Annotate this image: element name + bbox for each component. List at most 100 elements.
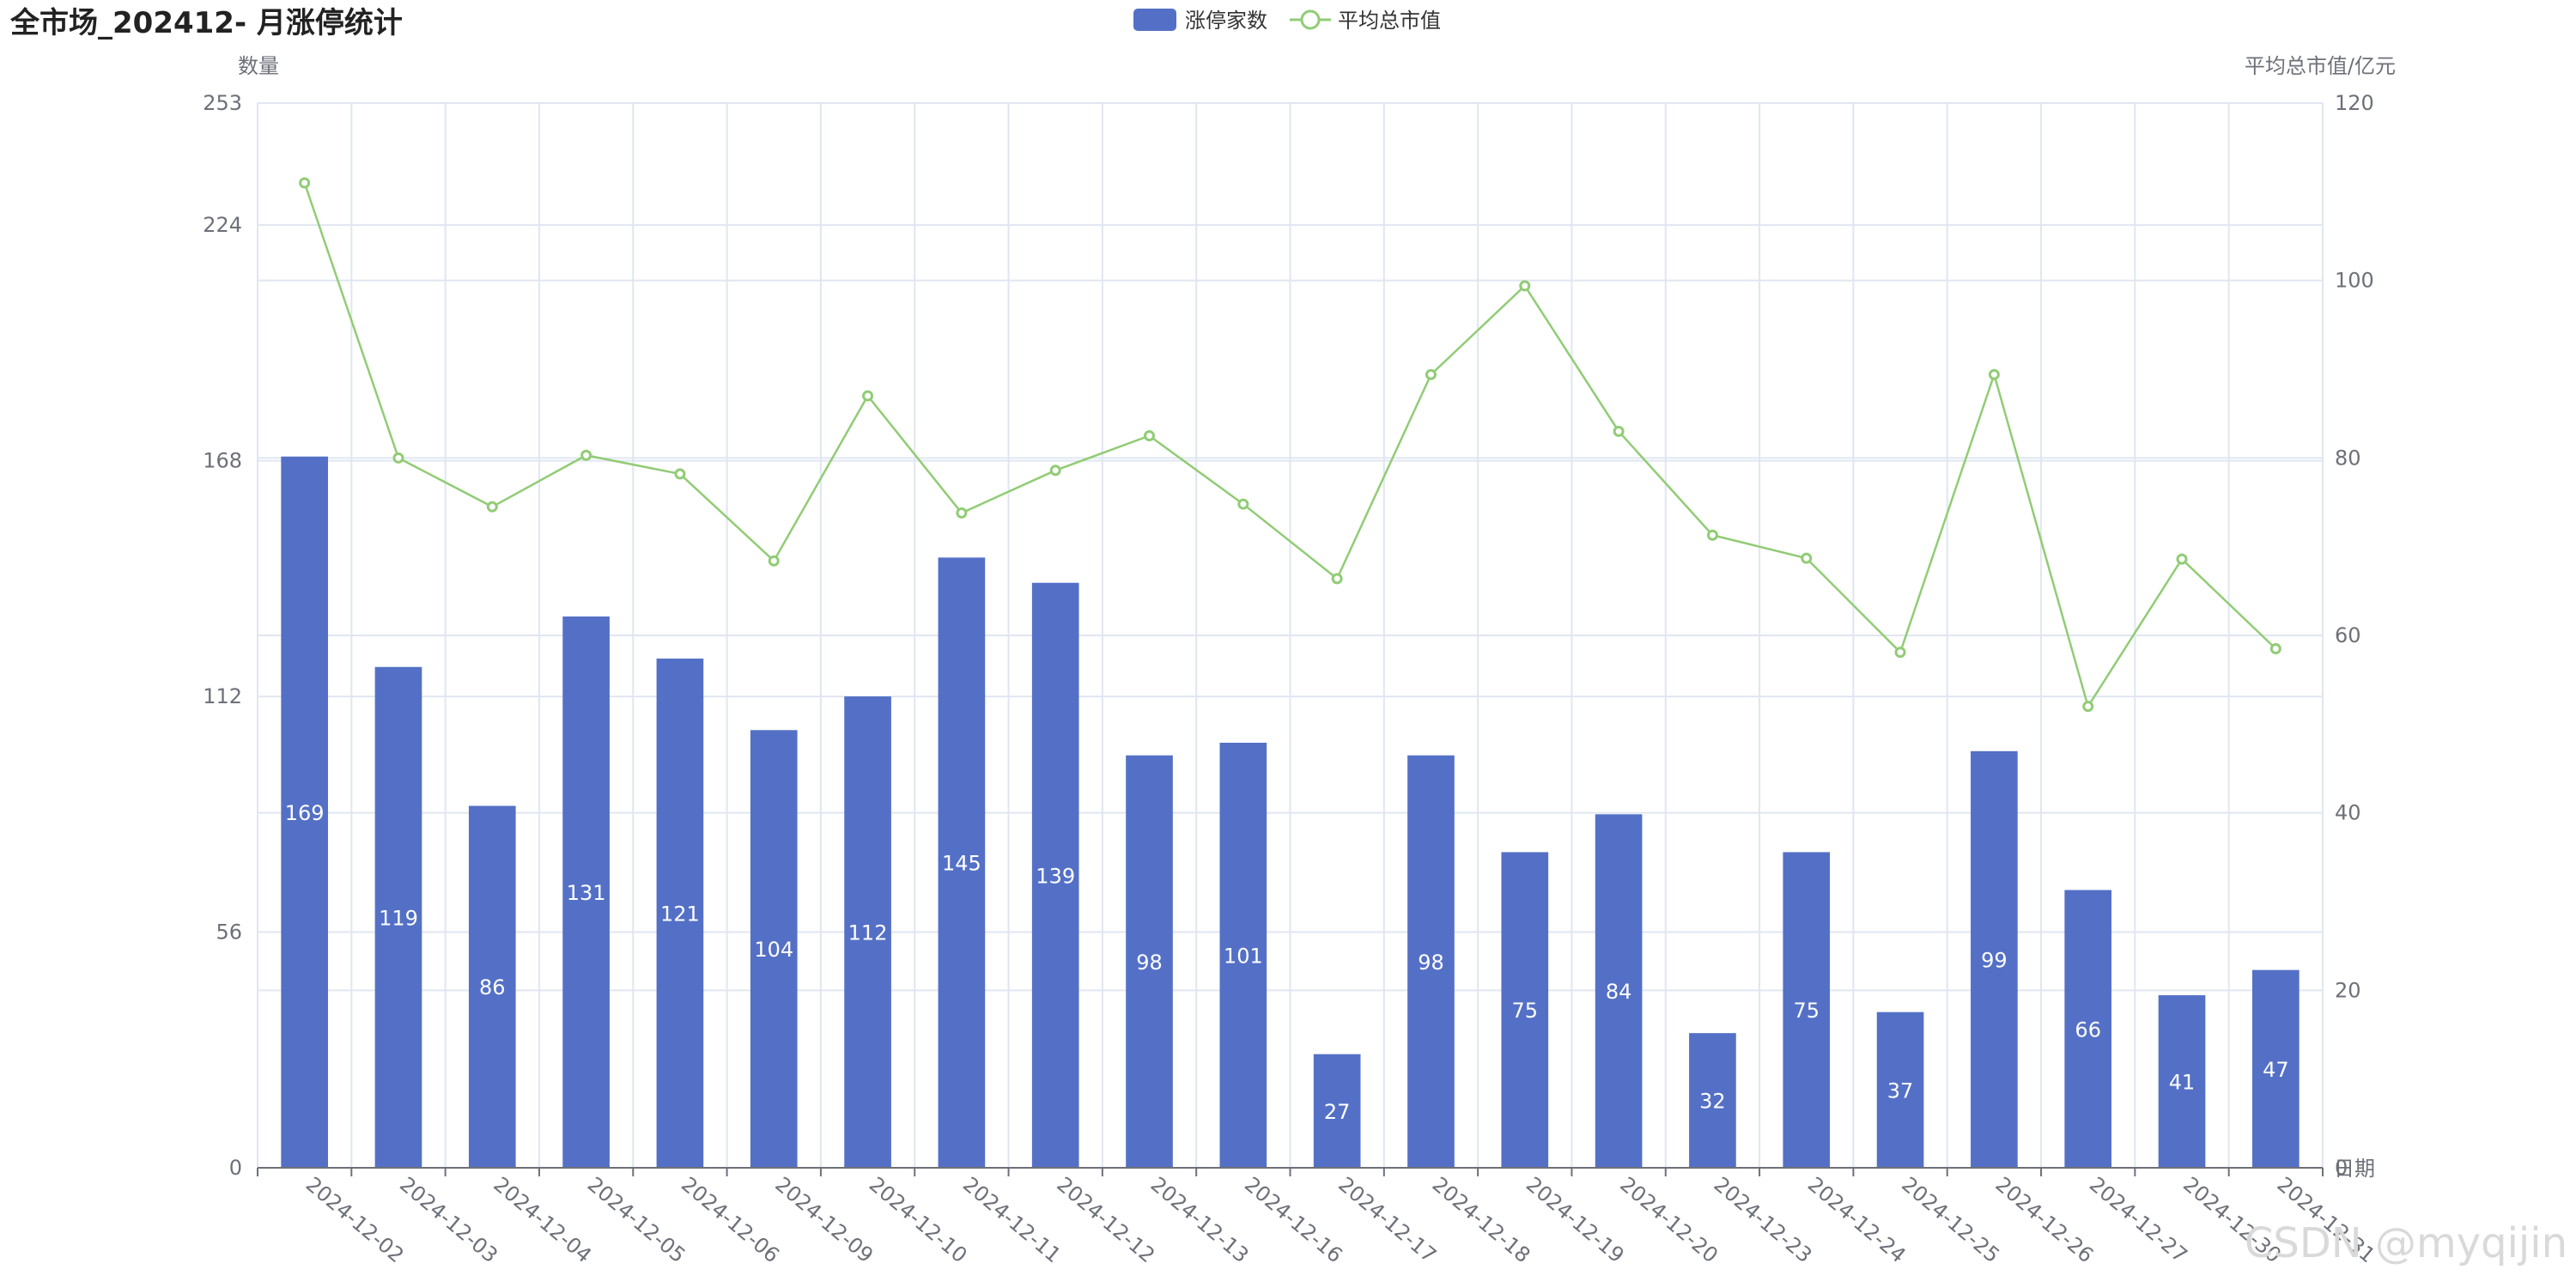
x-tick-label: 2024-12-06 xyxy=(677,1172,784,1267)
bar xyxy=(1595,814,1643,1168)
bar xyxy=(468,805,516,1168)
x-tick-label: 2024-12-09 xyxy=(770,1172,878,1267)
line-point xyxy=(486,501,498,513)
bar xyxy=(2158,995,2206,1168)
bar-data-label: 112 xyxy=(848,921,888,945)
legend-item-bar[interactable]: 涨停家数 xyxy=(1133,9,1267,33)
bar-data-label: 66 xyxy=(2075,1018,2101,1042)
bar-data-label: 41 xyxy=(2169,1071,2196,1095)
chart-title: 全市场_202412- 月涨停统计 xyxy=(9,6,403,40)
legend-item-line[interactable]: 平均总市值 xyxy=(1290,9,1441,33)
bar xyxy=(562,616,610,1168)
y2-tick-label: 100 xyxy=(2335,269,2374,293)
legend-bar-label: 涨停家数 xyxy=(1185,9,1267,33)
bar xyxy=(2252,969,2300,1168)
bar-data-label: 119 xyxy=(379,906,418,930)
line-point xyxy=(1613,425,1625,437)
bar-data-label: 131 xyxy=(567,881,606,905)
bar-data-label: 75 xyxy=(1793,999,1820,1023)
line-point xyxy=(392,452,404,464)
bar xyxy=(750,730,798,1168)
bar xyxy=(374,666,422,1168)
x-tick-label: 2024-12-27 xyxy=(2085,1172,2192,1267)
bar xyxy=(1783,852,1831,1168)
bar-series xyxy=(281,456,2300,1168)
x-tick-label: 2024-12-04 xyxy=(489,1172,596,1267)
line-point xyxy=(2082,701,2094,713)
line-point xyxy=(956,507,968,519)
line-point xyxy=(1706,529,1718,541)
x-tick-label: 2024-12-13 xyxy=(1146,1172,1254,1267)
legend-line-label: 平均总市值 xyxy=(1338,9,1441,33)
bar xyxy=(1219,742,1267,1168)
x-tick-label: 2024-12-12 xyxy=(1052,1172,1159,1267)
bar xyxy=(1407,755,1455,1168)
line-point xyxy=(1988,368,2000,380)
y-tick-label: 224 xyxy=(203,213,242,237)
y-tick-label: 112 xyxy=(203,684,242,708)
bar xyxy=(656,658,704,1168)
bar xyxy=(1313,1054,1361,1168)
bar-data-label: 139 xyxy=(1036,864,1075,888)
line-point xyxy=(1144,430,1156,441)
bar-data-label: 84 xyxy=(1606,980,1632,1004)
bar xyxy=(281,456,328,1168)
bar-data-label: 98 xyxy=(1136,951,1163,975)
y2-tick-label: 0 xyxy=(2335,1156,2348,1180)
x-tick-label: 2024-12-05 xyxy=(583,1172,690,1267)
x-axis-ticks: 2024-12-022024-12-032024-12-042024-12-05… xyxy=(301,1172,2380,1267)
y-tick-label: 253 xyxy=(203,91,242,115)
x-tick-label: 2024-12-10 xyxy=(865,1172,972,1267)
bar xyxy=(1126,755,1173,1168)
bar xyxy=(2064,890,2112,1168)
x-axis xyxy=(257,1167,2324,1176)
bar-data-label: 37 xyxy=(1887,1078,1914,1103)
y2-tick-label: 60 xyxy=(2335,623,2361,647)
bar xyxy=(938,557,986,1168)
bar xyxy=(1971,750,2018,1168)
legend-bar-swatch xyxy=(1133,9,1176,31)
bar xyxy=(1501,852,1549,1168)
bar-data-label: 104 xyxy=(754,938,793,962)
line-point xyxy=(674,468,686,480)
bar-data-label: 99 xyxy=(1981,948,2008,972)
y2-tick-label: 40 xyxy=(2335,801,2361,825)
line-point xyxy=(1237,498,1249,510)
line-point xyxy=(2269,643,2281,654)
y2-axis-ticks: 0 20 40 60 80 100 120 xyxy=(2335,91,2374,1180)
legend-line-marker xyxy=(1300,9,1321,30)
bar-data-label: 121 xyxy=(660,902,700,926)
y-axis-ticks: 0 56 112 168 224 253 xyxy=(203,91,242,1180)
line-point xyxy=(580,449,592,461)
line-point xyxy=(1331,573,1343,585)
bar xyxy=(1031,582,1079,1168)
bar-data-label: 27 xyxy=(1324,1100,1351,1124)
line-series xyxy=(299,177,2281,713)
y2-tick-label: 120 xyxy=(2335,91,2374,115)
legend: 涨停家数 平均总市值 xyxy=(1133,9,1441,33)
y2-tick-label: 20 xyxy=(2335,978,2361,1002)
y-tick-label: 56 xyxy=(216,920,242,945)
line-point xyxy=(862,390,874,402)
bar-data-label: 101 xyxy=(1224,944,1263,968)
x-tick-label: 2024-12-03 xyxy=(395,1172,502,1267)
y-tick-label: 0 xyxy=(229,1156,242,1180)
x-tick-label: 2024-12-26 xyxy=(1991,1172,2099,1267)
bar-data-label: 75 xyxy=(1512,999,1539,1023)
x-tick-label: 2024-12-24 xyxy=(1803,1172,1911,1267)
line-point xyxy=(768,555,780,567)
bar-data-label: 47 xyxy=(2263,1058,2289,1082)
watermark: CSDN @myqijin xyxy=(2245,1219,2567,1267)
x-tick-label: 2024-12-25 xyxy=(1897,1172,2004,1267)
line-point xyxy=(1425,368,1437,380)
x-axis-name: 日期 xyxy=(2334,1157,2375,1181)
line-point xyxy=(299,177,311,189)
x-tick-label: 2024-12-11 xyxy=(958,1172,1066,1267)
bar-labels: 169 119 86 131 121 104 112 145 139 98 101 27 98 75 84 3… xyxy=(285,801,2289,1124)
x-tick-label: 2024-12-02 xyxy=(301,1172,409,1267)
y-axis-name: 数量 xyxy=(238,54,279,78)
line-point xyxy=(1801,552,1813,564)
bar xyxy=(844,696,891,1168)
